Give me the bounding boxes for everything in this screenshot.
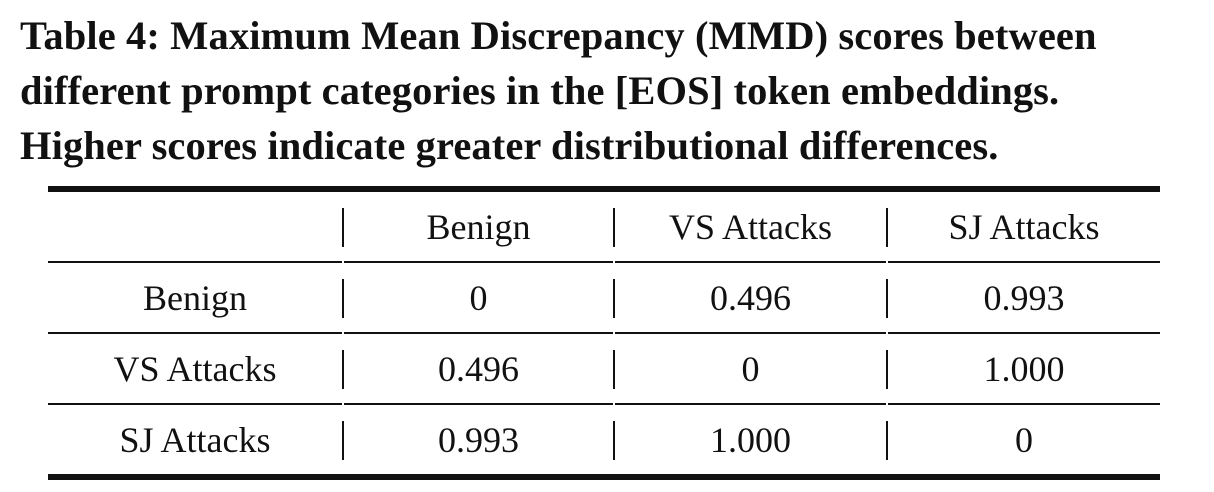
caption-line-1: Table 4: Maximum Mean Discrepancy (MMD) …: [20, 13, 1097, 58]
row-label: SJ Attacks: [119, 419, 271, 460]
table-cell: 0.496: [343, 333, 614, 404]
header-row: Benign VS Attacks SJ Attacks: [48, 189, 1160, 262]
table-caption: Table 4: Maximum Mean Discrepancy (MMD) …: [20, 8, 1205, 173]
table-cell: 0: [614, 333, 887, 404]
table-cell: 1.000: [614, 404, 887, 477]
table-cell: 0.993: [887, 262, 1160, 333]
caption-line-3: Higher scores indicate greater distribut…: [20, 123, 999, 168]
header-corner-cell: [48, 189, 343, 262]
table-row: VS Attacks 0.496 0 1.000: [48, 333, 1160, 404]
table-cell: 1.000: [887, 333, 1160, 404]
header-benign: Benign: [343, 189, 614, 262]
row-label: Benign: [143, 277, 247, 318]
caption-line-2: different prompt categories in the [EOS]…: [20, 68, 1060, 113]
table-row: SJ Attacks 0.993 1.000 0: [48, 404, 1160, 477]
table-row: Benign 0 0.496 0.993: [48, 262, 1160, 333]
table-cell: 0.993: [343, 404, 614, 477]
row-label: VS Attacks: [113, 348, 277, 389]
table-cell: 0: [887, 404, 1160, 477]
mmd-table: Benign VS Attacks SJ Attacks Benign 0 0.…: [48, 186, 1160, 480]
mmd-table-container: Benign VS Attacks SJ Attacks Benign 0 0.…: [48, 186, 1160, 480]
header-vs-attacks: VS Attacks: [614, 189, 887, 262]
table-cell: 0.496: [614, 262, 887, 333]
header-sj-attacks: SJ Attacks: [887, 189, 1160, 262]
table-cell: 0: [343, 262, 614, 333]
